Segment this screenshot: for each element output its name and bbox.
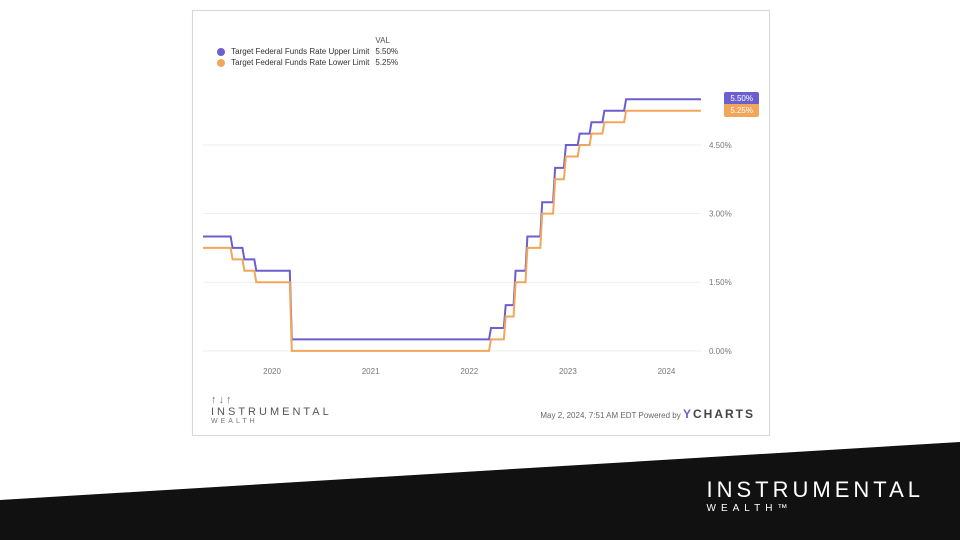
- chart-timestamp: May 2, 2024, 7:51 AM EDT: [540, 411, 636, 420]
- svg-text:2023: 2023: [559, 367, 577, 376]
- svg-text:2020: 2020: [263, 367, 281, 376]
- chart-legend: VAL Target Federal Funds Rate Upper Limi…: [217, 35, 404, 68]
- provider-logo: YCHARTS: [683, 407, 755, 421]
- chart-footer-brand: ↑↓↑ INSTRUMENTAL WEALTH: [211, 394, 332, 425]
- banner-brand: INSTRUMENTAL WEALTH™: [707, 477, 925, 514]
- provider-prefix: Y: [683, 407, 693, 421]
- svg-text:0.00%: 0.00%: [709, 347, 732, 356]
- powered-by-label: Powered by: [639, 411, 681, 420]
- legend-swatch-upper: [217, 48, 225, 56]
- chart-card: VAL Target Federal Funds Rate Upper Limi…: [192, 10, 770, 436]
- svg-text:1.50%: 1.50%: [709, 278, 732, 287]
- legend-val-lower: 5.25%: [375, 57, 404, 68]
- svg-text:3.00%: 3.00%: [709, 210, 732, 219]
- brand-line2: WEALTH: [211, 418, 332, 425]
- legend-val-upper: 5.50%: [375, 46, 404, 57]
- chart-footer-attribution: May 2, 2024, 7:51 AM EDT Powered by YCHA…: [540, 407, 755, 421]
- svg-text:2022: 2022: [460, 367, 478, 376]
- provider-name: CHARTS: [693, 407, 755, 421]
- page-banner: INSTRUMENTAL WEALTH™: [0, 442, 960, 540]
- svg-text:4.50%: 4.50%: [709, 141, 732, 150]
- banner-line2: WEALTH™: [707, 503, 925, 514]
- legend-swatch-lower: [217, 59, 225, 67]
- legend-label-lower: Target Federal Funds Rate Lower Limit: [231, 58, 369, 67]
- banner-line1: INSTRUMENTAL: [707, 477, 925, 503]
- chart-plot-area: 0.00%1.50%3.00%4.50%20202021202220232024…: [203, 81, 701, 360]
- brand-line1: INSTRUMENTAL: [211, 406, 332, 418]
- svg-text:2024: 2024: [658, 367, 676, 376]
- series-badge-lower: 5.25%: [724, 104, 759, 117]
- brand-tick-icon: ↑↓↑: [211, 394, 332, 406]
- legend-header-val: VAL: [375, 35, 404, 46]
- legend-label-upper: Target Federal Funds Rate Upper Limit: [231, 47, 369, 56]
- svg-text:2021: 2021: [362, 367, 380, 376]
